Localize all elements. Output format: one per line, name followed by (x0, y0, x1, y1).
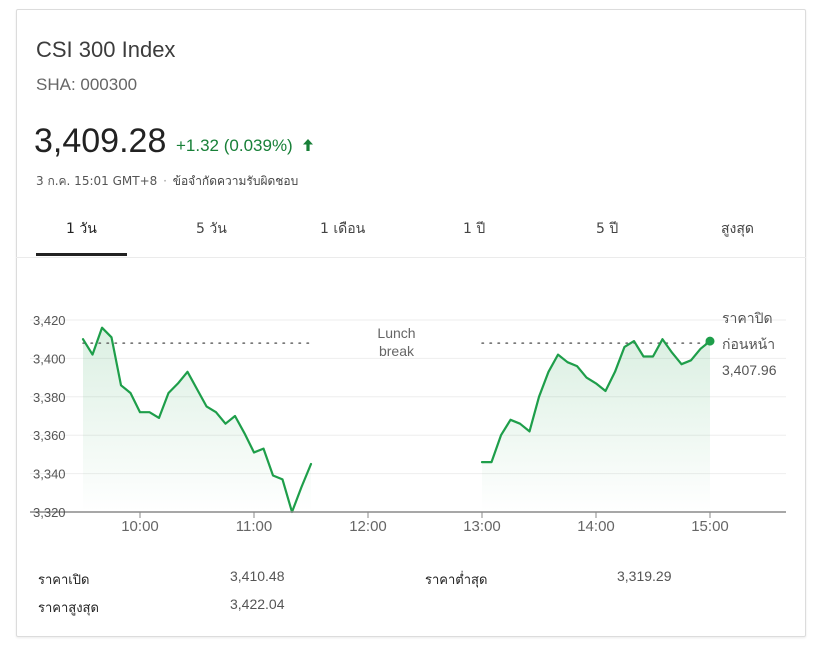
x-tick-label: 12:00 (349, 518, 387, 535)
tab-max[interactable]: สูงสุด (721, 221, 755, 237)
tab-1-month[interactable]: 1 เดือน (320, 221, 366, 237)
series-area (83, 327, 311, 512)
series-area (482, 339, 710, 512)
price-change-text: +1.32 (0.039%) (176, 136, 293, 155)
y-tick-label: 3,400 (33, 351, 66, 366)
y-tick-label: 3,360 (33, 428, 66, 443)
series-line (81, 326, 313, 514)
previous-close-value: 3,407.96 (722, 362, 777, 378)
range-tabs: 1 วัน 5 วัน 1 เดือน 1 ปี 5 ปี สูงสุด (16, 206, 806, 258)
series-line (480, 338, 712, 464)
low-label: ราคาต่ำสุด (425, 573, 488, 588)
disclaimer-link[interactable]: ข้อจำกัดความรับผิดชอบ (172, 174, 299, 188)
lunch-break-label: break (379, 343, 415, 359)
last-price-dot (705, 336, 715, 346)
chart-labels: 3,420 3,400 3,380 3,360 3,340 3,320 10:00 11:00… (33, 311, 777, 535)
tab-5-days[interactable]: 5 วัน (196, 221, 227, 237)
index-title: CSI 300 Index (36, 37, 176, 62)
previous-close-label: ราคาปิด (722, 311, 773, 327)
high-value: 3,422.04 (230, 596, 285, 612)
y-tick-label: 3,380 (33, 390, 66, 405)
meta-separator: · (163, 174, 167, 188)
arrow-up-icon (301, 137, 315, 157)
quote-meta: 3 ก.ค. 15:01 GMT+8 · ข้อจำกัดความรับผิดช… (36, 172, 298, 191)
x-tick-label: 11:00 (236, 518, 272, 535)
x-tick-label: 15:00 (691, 518, 729, 535)
x-tick-label: 10:00 (121, 518, 159, 535)
series-lines (81, 326, 715, 514)
open-label: ราคาเปิด (38, 573, 90, 588)
lunch-break-label: Lunch (377, 325, 415, 341)
active-tab-indicator (36, 253, 127, 256)
price-change: +1.32 (0.039%) (176, 136, 315, 157)
intraday-chart: 3,420 3,400 3,380 3,360 3,340 3,320 10:00 11:00… (30, 311, 786, 535)
open-value: 3,410.48 (230, 568, 285, 584)
high-label: ราคาสูงสุด (38, 601, 99, 616)
low-value: 3,319.29 (617, 568, 672, 584)
tab-1-day[interactable]: 1 วัน (66, 221, 97, 237)
tab-1-year[interactable]: 1 ปี (463, 221, 486, 237)
current-price: 3,409.28 (34, 122, 167, 160)
y-tick-label: 3,420 (33, 313, 66, 328)
area-fills (83, 327, 710, 512)
stats-table: ราคาเปิด 3,410.48 ราคาสูงสุด 3,422.04 รา… (0, 560, 818, 630)
axes (30, 511, 786, 518)
x-tick-label: 14:00 (577, 518, 615, 535)
y-tick-label: 3,320 (33, 505, 66, 520)
tab-5-years[interactable]: 5 ปี (596, 221, 619, 237)
ticker-symbol: SHA: 000300 (36, 75, 138, 94)
x-tick-label: 13:00 (463, 518, 501, 535)
y-tick-label: 3,340 (33, 467, 66, 482)
stock-card (16, 9, 806, 637)
quote-timestamp: 3 ก.ค. 15:01 GMT+8 (36, 174, 158, 188)
previous-close-label: ก่อนหน้า (722, 337, 775, 353)
